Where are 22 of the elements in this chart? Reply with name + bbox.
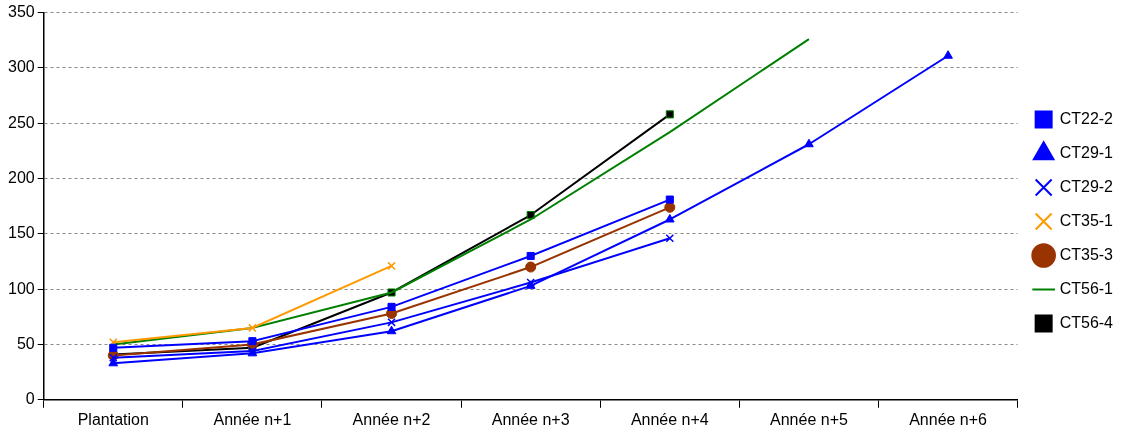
legend-label: CT35-3 [1059,245,1114,263]
x-tick-label: Année n+2 [352,410,431,428]
y-tick-label: 300 [7,58,35,76]
y-tick-label: 50 [16,334,35,352]
x-tick-label: Année n+1 [213,410,292,428]
x-tick-label: Année n+4 [630,410,709,428]
y-tick-label: 150 [7,224,35,242]
legend-label: CT56-1 [1059,279,1114,297]
y-tick-label: 100 [7,279,35,297]
y-tick-label: 250 [7,113,35,131]
legend-label: CT22-2 [1059,109,1114,127]
legend-label: CT29-1 [1059,143,1114,161]
x-tick-label: Plantation [77,410,149,428]
legend-label: CT29-2 [1059,177,1114,195]
y-tick-label: 200 [7,168,35,186]
x-tick-label: Année n+6 [909,410,988,428]
y-tick-label: 350 [7,3,35,21]
x-tick-label: Année n+3 [491,410,570,428]
y-tick-label: 0 [25,390,35,408]
legend-label: CT56-4 [1059,313,1114,331]
x-tick-label: Année n+5 [770,410,848,428]
legend-label: CT35-1 [1059,211,1114,229]
